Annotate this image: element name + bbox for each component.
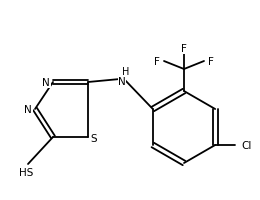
Text: H: H [122,67,130,77]
Text: S: S [90,133,97,143]
Text: HS: HS [19,167,33,177]
Text: F: F [154,57,160,67]
Text: F: F [181,44,187,54]
Text: N: N [42,78,50,88]
Text: N: N [24,104,32,114]
Text: N: N [118,77,126,87]
Text: F: F [208,57,214,67]
Text: Cl: Cl [241,140,252,150]
